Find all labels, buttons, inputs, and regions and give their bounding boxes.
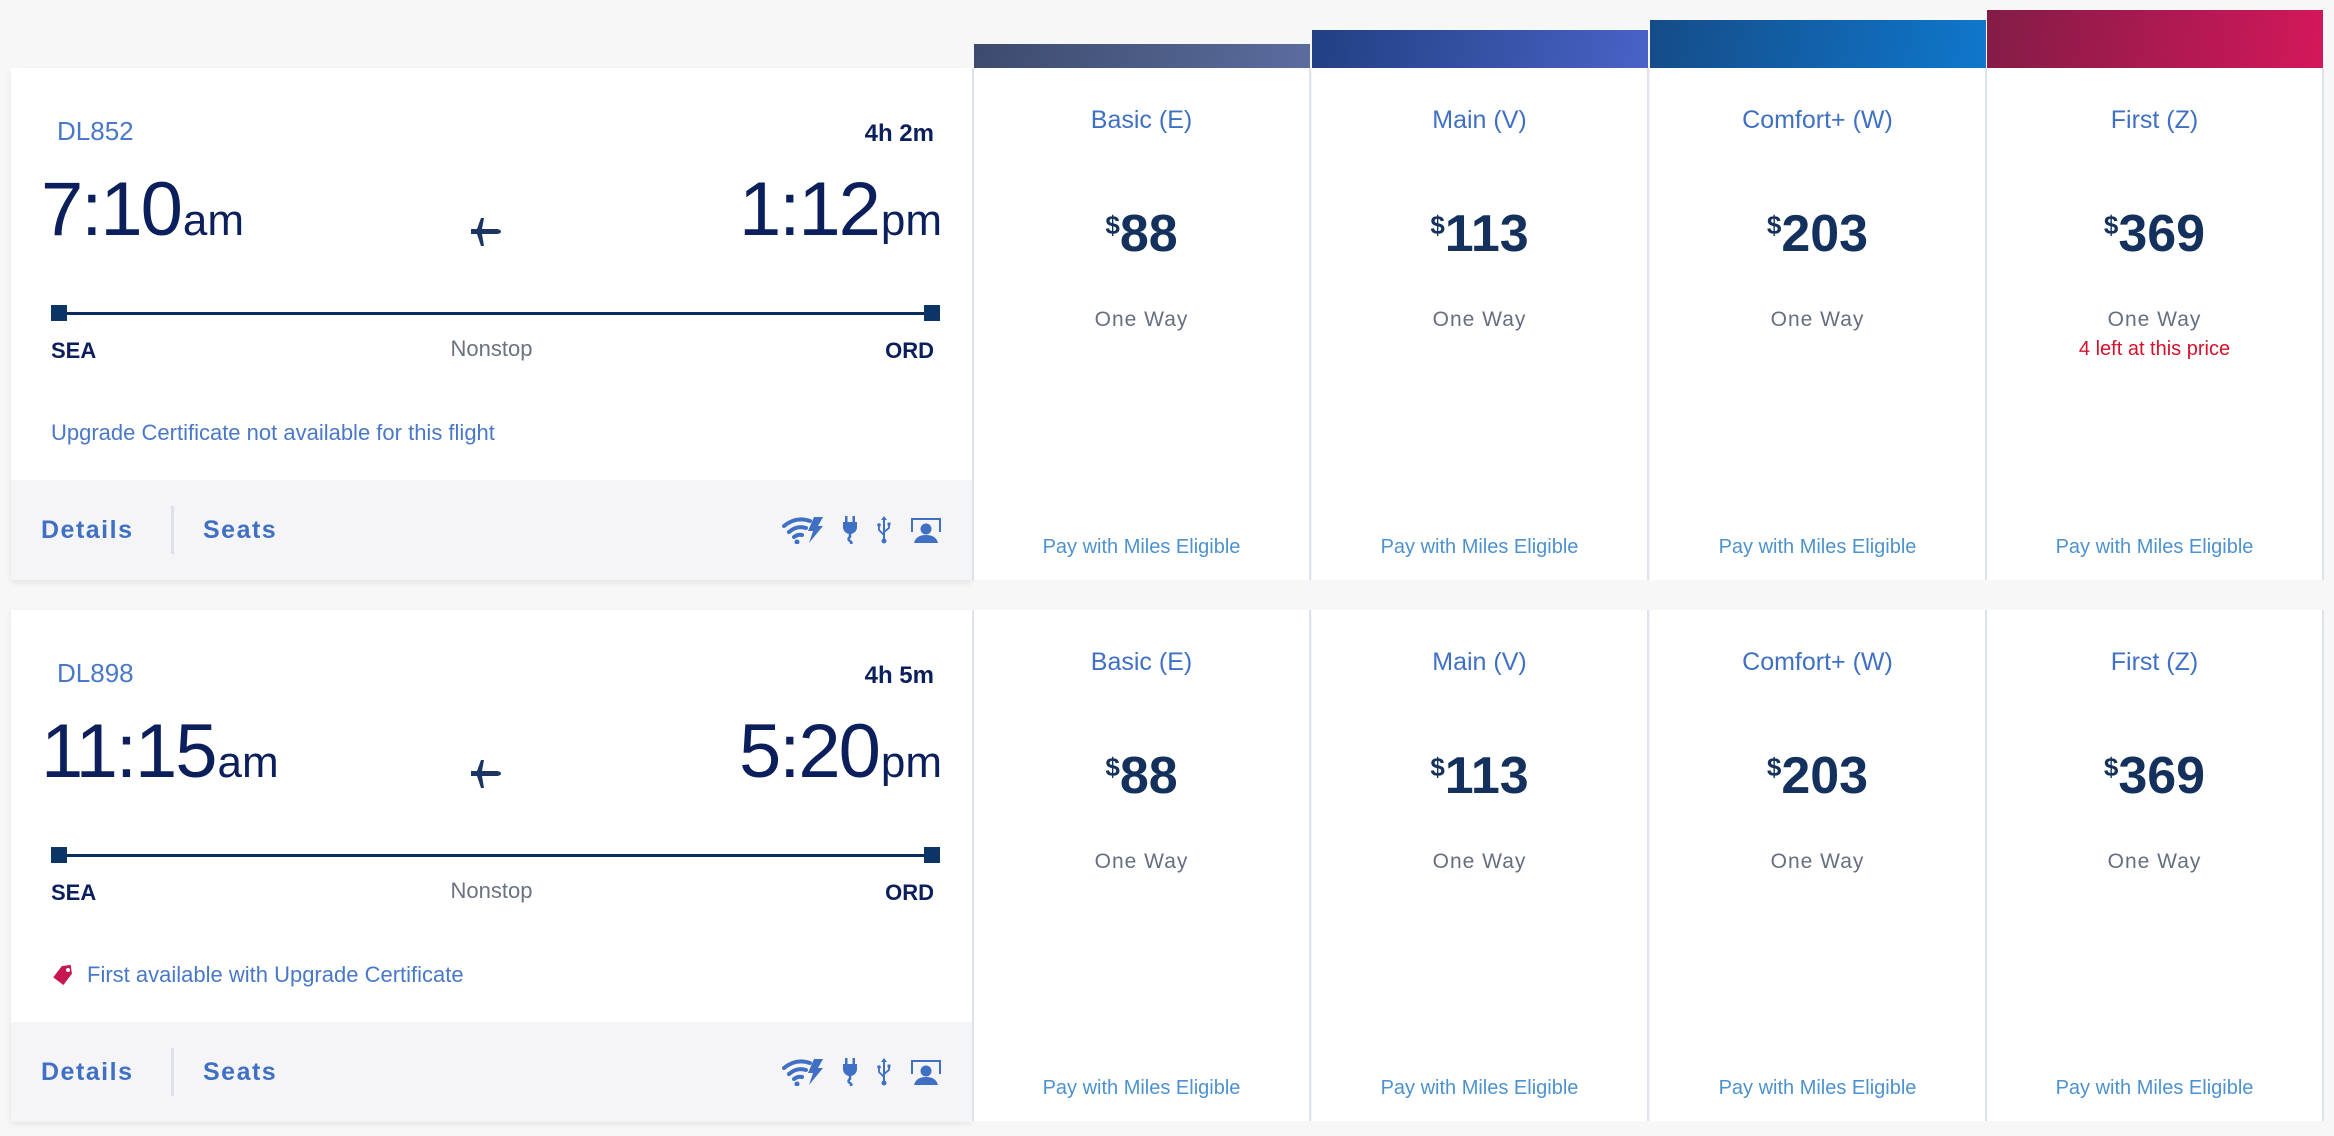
fare-price: $88 (1105, 747, 1178, 805)
fare-price: $203 (1766, 747, 1869, 805)
airplane-icon (471, 760, 501, 788)
destination-marker (924, 305, 940, 321)
footer-divider (171, 506, 174, 554)
amenities (782, 1058, 942, 1086)
fare-class-title: Comfort+ (W) (1742, 106, 1893, 134)
fare-price: $113 (1430, 747, 1529, 805)
wifi-fast-icon (782, 517, 823, 544)
column-divider (972, 610, 974, 1121)
fare-class-title: First (Z) (2110, 106, 2199, 134)
pay-with-miles-label: Pay with Miles Eligible (1042, 536, 1241, 558)
column-divider (972, 68, 974, 580)
fare-class-title: Comfort+ (W) (1742, 648, 1893, 676)
wifi-fast-icon (782, 1059, 823, 1086)
trip-type: One Way (1770, 308, 1865, 331)
pay-with-miles-label: Pay with Miles Eligible (1380, 536, 1579, 558)
origin-marker (51, 847, 67, 863)
fare-basic[interactable]: Basic (E) $88 One Way Pay with Miles Eli… (974, 610, 1311, 1121)
amenities (782, 516, 942, 544)
card-footer: Details Seats (11, 1022, 972, 1122)
fare-first[interactable]: First (Z) $369 One Way Pay with Miles El… (1987, 610, 2324, 1121)
pay-with-miles-label: Pay with Miles Eligible (2055, 1077, 2254, 1099)
details-link[interactable]: Details (41, 516, 134, 544)
seats-link[interactable]: Seats (203, 1058, 278, 1086)
flight-number[interactable]: DL898 (57, 658, 134, 688)
airplane-icon (471, 218, 501, 246)
fare-comfort-plus[interactable]: Comfort+ (W) $203 One Way Pay with Miles… (1650, 610, 1987, 1121)
pay-with-miles-label: Pay with Miles Eligible (1380, 1077, 1579, 1099)
flight-duration: 4h 5m (864, 662, 934, 689)
upgrade-message: First available with Upgrade Certificate (51, 962, 464, 988)
destination-marker (924, 847, 940, 863)
stops-label: Nonstop (450, 336, 533, 361)
fare-class-title: Main (V) (1432, 106, 1527, 134)
personal-screen-icon (911, 1060, 941, 1085)
origin-airport: SEA (51, 880, 97, 905)
trip-type: One Way (1094, 850, 1189, 873)
destination-airport: ORD (885, 338, 934, 363)
stops-label: Nonstop (450, 878, 533, 903)
fare-price: $369 (2103, 205, 2206, 263)
route-line (51, 847, 940, 863)
fare-price: $203 (1766, 205, 1869, 263)
fare-class-title: Basic (E) (1090, 648, 1193, 676)
departure-time: 7:10am (41, 167, 245, 252)
tag-icon (53, 964, 72, 986)
pay-with-miles-label: Pay with Miles Eligible (2055, 536, 2254, 558)
origin-airport: SEA (51, 338, 97, 363)
fare-price: $113 (1430, 205, 1529, 263)
pay-with-miles-label: Pay with Miles Eligible (1718, 536, 1917, 558)
trip-type: One Way (1770, 850, 1865, 873)
arrival-time: 1:12pm (738, 167, 942, 252)
pay-with-miles-label: Pay with Miles Eligible (1718, 1077, 1917, 1099)
seats-left-alert: 4 left at this price (2078, 338, 2231, 360)
origin-marker (51, 305, 67, 321)
comfort-plus-fare-header-bar (1650, 20, 1986, 68)
power-outlet-icon (843, 516, 857, 544)
card-footer: Details Seats (11, 480, 972, 580)
details-link[interactable]: Details (41, 1058, 134, 1086)
fare-main[interactable]: Main (V) $113 One Way Pay with Miles Eli… (1312, 68, 1649, 580)
personal-screen-icon (911, 518, 941, 543)
footer-divider (171, 1048, 174, 1096)
flight-info-card: DL898 4h 5m 11:15am 5:20pm SEA Nonstop O… (11, 610, 972, 1122)
trip-type: One Way (2107, 308, 2202, 331)
flight-duration: 4h 2m (864, 120, 934, 147)
flight-number[interactable]: DL852 (57, 116, 134, 146)
destination-airport: ORD (885, 880, 934, 905)
trip-type: One Way (2107, 850, 2202, 873)
upgrade-message: Upgrade Certificate not available for th… (51, 420, 495, 445)
fare-class-title: Basic (E) (1090, 106, 1193, 134)
trip-type: One Way (1432, 850, 1527, 873)
arrival-time: 5:20pm (738, 709, 942, 794)
fare-comfort-plus[interactable]: Comfort+ (W) $203 One Way Pay with Miles… (1650, 68, 1987, 580)
usb-icon (877, 516, 891, 544)
flight-row: DL852 4h 2m 7:10am 1:12pm SEA Nonstop OR… (11, 68, 2324, 580)
basic-fare-header-bar (974, 44, 1310, 68)
trip-type: One Way (1432, 308, 1527, 331)
seats-link[interactable]: Seats (203, 516, 278, 544)
departure-time: 11:15am (41, 709, 279, 794)
first-fare-header-bar (1987, 10, 2323, 68)
fare-price: $88 (1105, 205, 1178, 263)
power-outlet-icon (843, 1058, 857, 1086)
fare-class-title: Main (V) (1432, 648, 1527, 676)
usb-icon (877, 1058, 891, 1086)
fare-basic[interactable]: Basic (E) $88 One Way Pay with Miles Eli… (974, 68, 1311, 580)
fare-class-title: First (Z) (2110, 648, 2199, 676)
fare-price: $369 (2103, 747, 2206, 805)
trip-type: One Way (1094, 308, 1189, 331)
flight-row: DL898 4h 5m 11:15am 5:20pm SEA Nonstop O… (11, 610, 2324, 1122)
route-line (51, 305, 940, 321)
fare-main[interactable]: Main (V) $113 One Way Pay with Miles Eli… (1312, 610, 1649, 1121)
main-fare-header-bar (1312, 30, 1648, 68)
pay-with-miles-label: Pay with Miles Eligible (1042, 1077, 1241, 1099)
fare-first[interactable]: First (Z) $369 One Way 4 left at this pr… (1987, 68, 2324, 580)
flight-info-card: DL852 4h 2m 7:10am 1:12pm SEA Nonstop OR… (11, 68, 972, 580)
